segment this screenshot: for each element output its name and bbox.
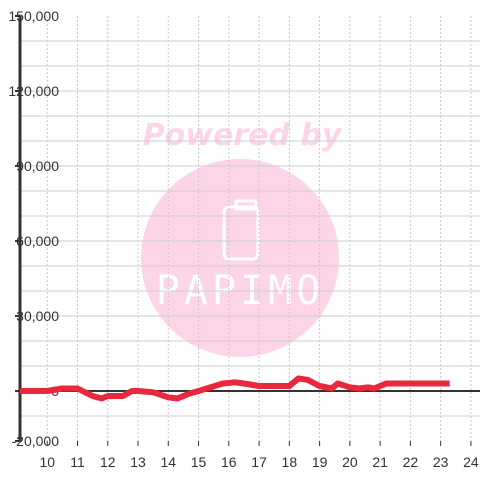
x-tick-label: 19 bbox=[312, 454, 328, 470]
x-tick-label: 10 bbox=[39, 454, 55, 470]
x-tick-label: 21 bbox=[372, 454, 388, 470]
x-tick-label: 13 bbox=[130, 454, 146, 470]
watermark-tagline: Powered by bbox=[143, 118, 343, 153]
x-gridlines bbox=[46, 16, 472, 441]
y-tick-label: 120,000 bbox=[8, 83, 59, 99]
y-tick-label: -20,000 bbox=[12, 433, 60, 449]
x-tick-label: 11 bbox=[70, 454, 85, 470]
y-gridlines bbox=[20, 40, 480, 417]
x-tick-label: 14 bbox=[161, 454, 177, 470]
x-tick-label: 22 bbox=[403, 454, 419, 470]
y-tick-label: 90,000 bbox=[16, 158, 59, 174]
series-line bbox=[20, 375, 450, 402]
x-tick-label: 23 bbox=[433, 454, 449, 470]
x-tick-label: 20 bbox=[342, 454, 358, 470]
y-tick-label: 150,000 bbox=[8, 8, 59, 24]
y-tick-label: 60,000 bbox=[16, 233, 59, 249]
x-tick-label: 12 bbox=[100, 454, 116, 470]
x-tick-label: 24 bbox=[463, 454, 479, 470]
x-tick-label: 15 bbox=[191, 454, 207, 470]
phone-icon bbox=[222, 199, 260, 261]
watermark: Powered by PAPIMO bbox=[141, 118, 343, 357]
x-tick-label: 17 bbox=[251, 454, 267, 470]
x-axis-ticks: 10 11 12 13 14 15 16 17 18 19 20 21 22 23 24 bbox=[39, 441, 479, 470]
x-tick-label: 16 bbox=[221, 454, 237, 470]
x-tick-label: 18 bbox=[282, 454, 298, 470]
series-layer bbox=[20, 375, 450, 402]
y-tick-label: 30,000 bbox=[16, 308, 59, 324]
